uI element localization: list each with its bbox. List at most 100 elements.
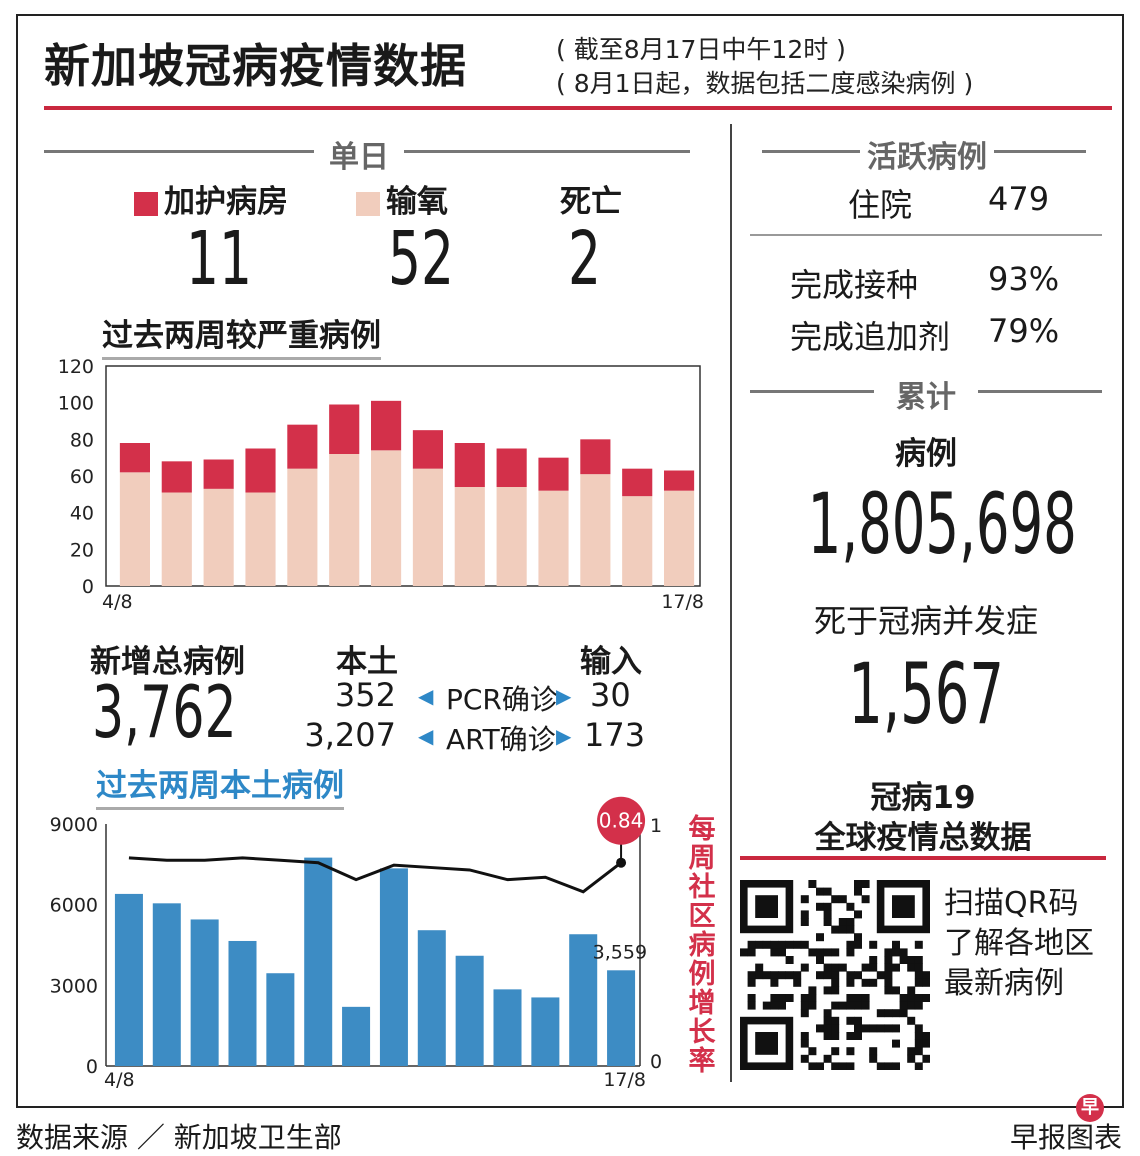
qr-module <box>816 933 824 942</box>
chart2-line-label-char-6: 增 <box>689 987 716 1019</box>
chart1-bar-icu-0 <box>119 443 150 473</box>
qr-code-icon[interactable] <box>740 880 930 1070</box>
oxygen-legend: 输氧 <box>356 176 448 221</box>
qr-module <box>770 978 779 987</box>
qr-module <box>838 918 847 926</box>
active-header: 活跃病例 <box>867 140 987 175</box>
hosp-value: 479 <box>988 180 1050 218</box>
deaths-value: 2 <box>568 216 602 302</box>
qr-module <box>876 1009 885 1018</box>
brand-text: 早报图表 <box>1010 1121 1123 1154</box>
qr-module <box>884 1009 893 1018</box>
qr-finder-inner <box>892 895 915 918</box>
icu-label: 加护病房 <box>164 184 288 220</box>
qr-module <box>854 971 862 980</box>
chart2-bar-2 <box>190 919 219 1066</box>
chart2-line-label-char-4: 病 <box>689 930 716 961</box>
chart2-y-tick-label-0: 0 <box>86 1056 98 1078</box>
chart1-bar-icu-11 <box>580 439 611 475</box>
chart1-bar-icu-12 <box>622 468 653 497</box>
active-rule-right <box>994 150 1086 153</box>
chart1-bar-oxygen-5 <box>329 454 360 586</box>
qr-module <box>800 963 809 972</box>
chart1-title: 过去两周较严重病例 <box>102 310 381 360</box>
qr-module <box>907 1016 916 1025</box>
qr-module <box>747 948 756 957</box>
chart1-y-tick-label-4: 80 <box>70 429 94 451</box>
qr-module <box>907 1054 916 1063</box>
global-line2: 全球疫情总数据 <box>814 820 1032 856</box>
chart1-bar-icu-4 <box>287 424 318 469</box>
source-text: 数据来源 ／ 新加坡卫生部 <box>16 1121 342 1154</box>
chart2-bar-6 <box>342 1006 371 1066</box>
qr-module <box>907 1001 916 1010</box>
chart2-y-tick-label-2: 6000 <box>50 895 98 917</box>
qr-module <box>876 971 885 980</box>
qr-module <box>778 1001 786 1010</box>
qr-module <box>892 940 900 949</box>
chart2-line-label-char-3: 区 <box>689 901 716 932</box>
chart2-line-label-char-1: 周 <box>689 843 716 874</box>
qr-module <box>922 971 930 980</box>
chart1-bar-oxygen-7 <box>412 468 443 586</box>
chart2-last-bar-label: 3,559 <box>593 941 647 963</box>
pcr-import-value: 30 <box>590 676 631 714</box>
chart2-line-label-char-8: 率 <box>689 1045 716 1077</box>
qr-module <box>785 971 794 980</box>
chart1-bar-icu-6 <box>371 400 402 451</box>
chart1-bar-oxygen-4 <box>287 468 318 586</box>
qr-module <box>869 1054 878 1063</box>
chart1-y-tick-label-3: 60 <box>70 466 94 488</box>
qr-module <box>846 940 855 949</box>
chart1-plot-frame <box>105 365 701 587</box>
chart1-bar-oxygen-9 <box>496 487 527 586</box>
chart2-line-label-char-0: 每 <box>689 813 716 845</box>
chart2-x-end-label: 17/8 <box>603 1069 646 1091</box>
chart2-bar-7 <box>379 868 408 1066</box>
deaths-cum-box: 1,567 <box>750 646 1102 742</box>
qr-module <box>778 948 786 957</box>
chart1-y-tick-label-0: 0 <box>82 576 94 598</box>
qr-module <box>831 948 840 957</box>
qr-module <box>831 963 840 972</box>
qr-module <box>823 963 832 972</box>
qr-module <box>846 1001 855 1010</box>
chart2-line-label-char-7: 长 <box>689 1017 717 1048</box>
qr-module <box>800 1001 809 1010</box>
qr-module <box>770 1001 779 1010</box>
qr-module <box>869 1024 878 1033</box>
qr-module <box>800 895 809 904</box>
vacc-value: 93% <box>988 260 1060 298</box>
qr-module <box>785 956 794 964</box>
icu-swatch <box>134 191 158 216</box>
qr-module <box>816 971 824 980</box>
cases-value-box: 1,805,698 <box>750 476 1102 572</box>
chart1-bar-icu-10 <box>538 457 569 491</box>
qr-module <box>854 910 862 919</box>
qr-module <box>854 880 862 888</box>
chart2-right-tick-0: 0 <box>650 1051 662 1073</box>
cases-label: 病例 <box>895 436 957 472</box>
chart2-bar-0 <box>114 893 143 1066</box>
qr-module <box>854 940 862 949</box>
qr-module <box>899 994 908 1002</box>
pcr-left-triangle-icon: ◀ <box>418 684 434 708</box>
chart2-bar-5 <box>304 857 333 1066</box>
qr-module <box>907 963 916 972</box>
qr-module <box>869 978 878 987</box>
qr-module <box>831 895 840 904</box>
qr-module <box>907 994 916 1002</box>
chart1-bar-oxygen-13 <box>664 490 695 586</box>
chart1-bar-icu-5 <box>329 404 360 454</box>
qr-module <box>892 1039 900 1048</box>
qr-module <box>884 986 893 995</box>
qr-module <box>831 1024 840 1033</box>
qr-module <box>899 1001 908 1010</box>
qr-module <box>884 971 893 980</box>
qr-module <box>854 1024 862 1033</box>
qr-module <box>914 1001 923 1010</box>
qr-module <box>914 1039 923 1048</box>
qr-module <box>838 925 847 934</box>
active-rule-left <box>762 150 860 153</box>
qr-module <box>854 933 862 942</box>
